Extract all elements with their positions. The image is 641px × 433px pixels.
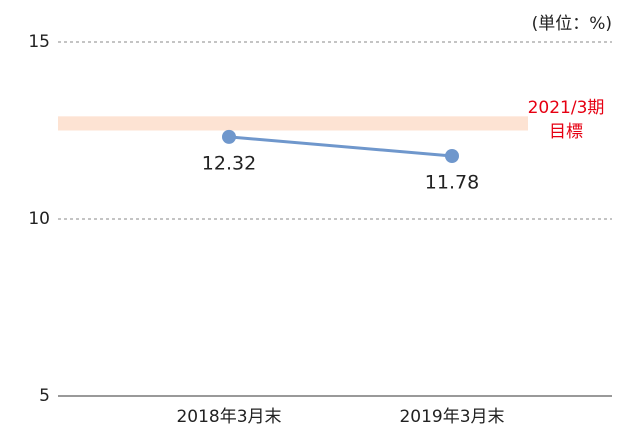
- x-tick-label: 2019年3月末: [399, 407, 504, 427]
- y-tick-label: 10: [28, 209, 50, 229]
- x-tick-label: 2018年3月末: [176, 407, 281, 427]
- target-annotation: 目標: [549, 122, 583, 142]
- data-label: 12.32: [202, 152, 256, 174]
- series-line: [228, 135, 453, 158]
- target-band: [58, 116, 528, 131]
- data-label: 11.78: [425, 171, 479, 193]
- data-point: [445, 148, 459, 163]
- y-tick-label: 15: [28, 32, 50, 52]
- y-tick-label: 5: [39, 386, 50, 406]
- target-annotation: 2021/3期: [528, 98, 605, 118]
- unit-label: (単位：%): [532, 14, 612, 34]
- data-point: [222, 129, 236, 144]
